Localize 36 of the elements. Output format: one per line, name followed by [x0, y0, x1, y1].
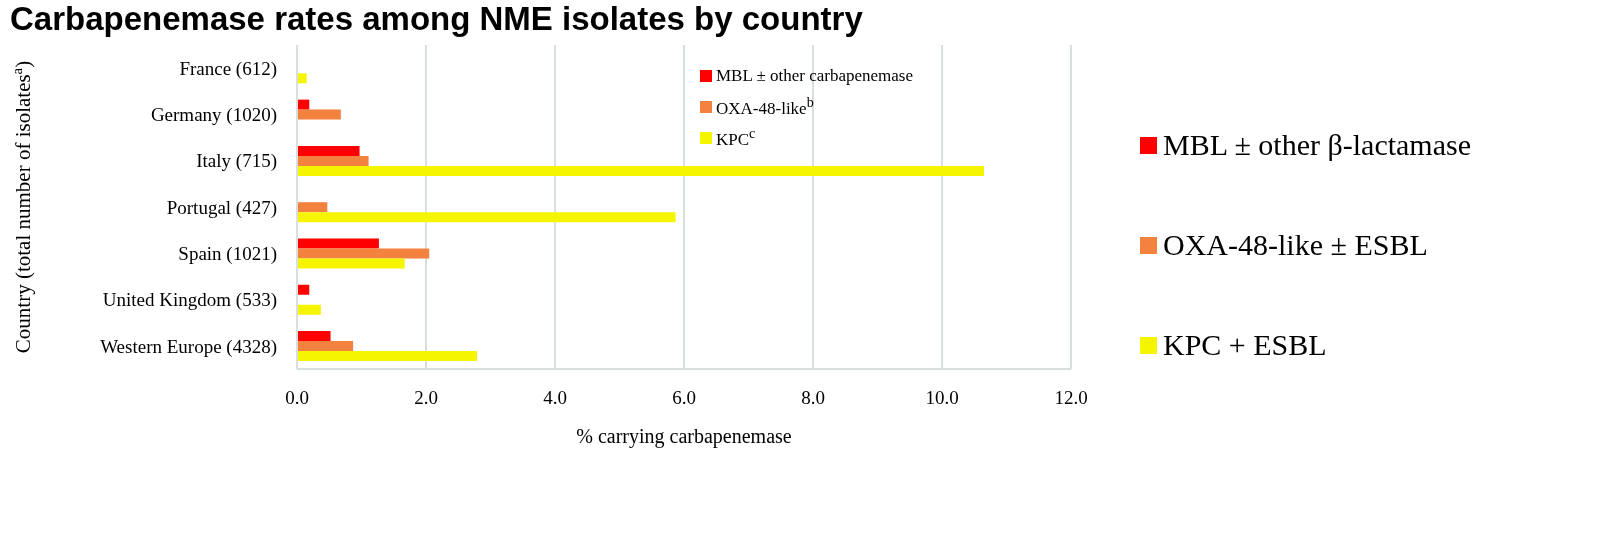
- x-tick-label: 6.0: [672, 387, 696, 409]
- chart-title: Carbapenemase rates among NME isolates by country: [10, 0, 863, 38]
- bar: [297, 212, 676, 223]
- y-tick-label: United Kingdom (533): [102, 289, 277, 312]
- x-tick-label: 2.0: [414, 387, 438, 409]
- bar: [297, 341, 354, 352]
- text: MBL ± other β-lactamase: [1163, 128, 1472, 162]
- y-tick-label: Italy (715): [196, 150, 277, 173]
- bar: [297, 304, 321, 315]
- x-tick-label: 10.0: [925, 387, 959, 409]
- y-tick-label: Portugal (427): [166, 196, 277, 219]
- bar: [297, 238, 379, 249]
- text: KPC + ESBL: [1163, 328, 1327, 362]
- legend-label: OXA-48-like$^{b}$: [716, 94, 814, 119]
- x-tick-label: 0.0: [285, 387, 309, 409]
- bar: [297, 155, 369, 166]
- bar: [297, 109, 341, 120]
- y-tick-label: Germany (1020): [150, 104, 277, 127]
- bar: [297, 258, 405, 269]
- text: OXA-48-like ± ESBL: [1163, 228, 1428, 262]
- legend-label: MBL ± other carbapenemase: [716, 65, 914, 86]
- x-tick-label: 8.0: [801, 387, 825, 409]
- bar: [297, 351, 477, 362]
- bar: [297, 331, 331, 342]
- x-axis-title: % carrying carbapenemase: [576, 425, 792, 448]
- x-tick-label: 4.0: [543, 387, 567, 409]
- x-tick-label: 12.0: [1054, 387, 1088, 409]
- bar: [297, 73, 307, 84]
- bar: [297, 248, 430, 259]
- y-tick-label: Spain (1021): [178, 243, 277, 266]
- bar: [297, 165, 984, 176]
- bar: [297, 202, 328, 213]
- y-tick-label: Western Europe (4328): [100, 335, 277, 358]
- bar: [297, 145, 360, 156]
- legend-label: KPC$^{c}$: [716, 125, 756, 150]
- y-tick-label: France (612): [179, 57, 277, 80]
